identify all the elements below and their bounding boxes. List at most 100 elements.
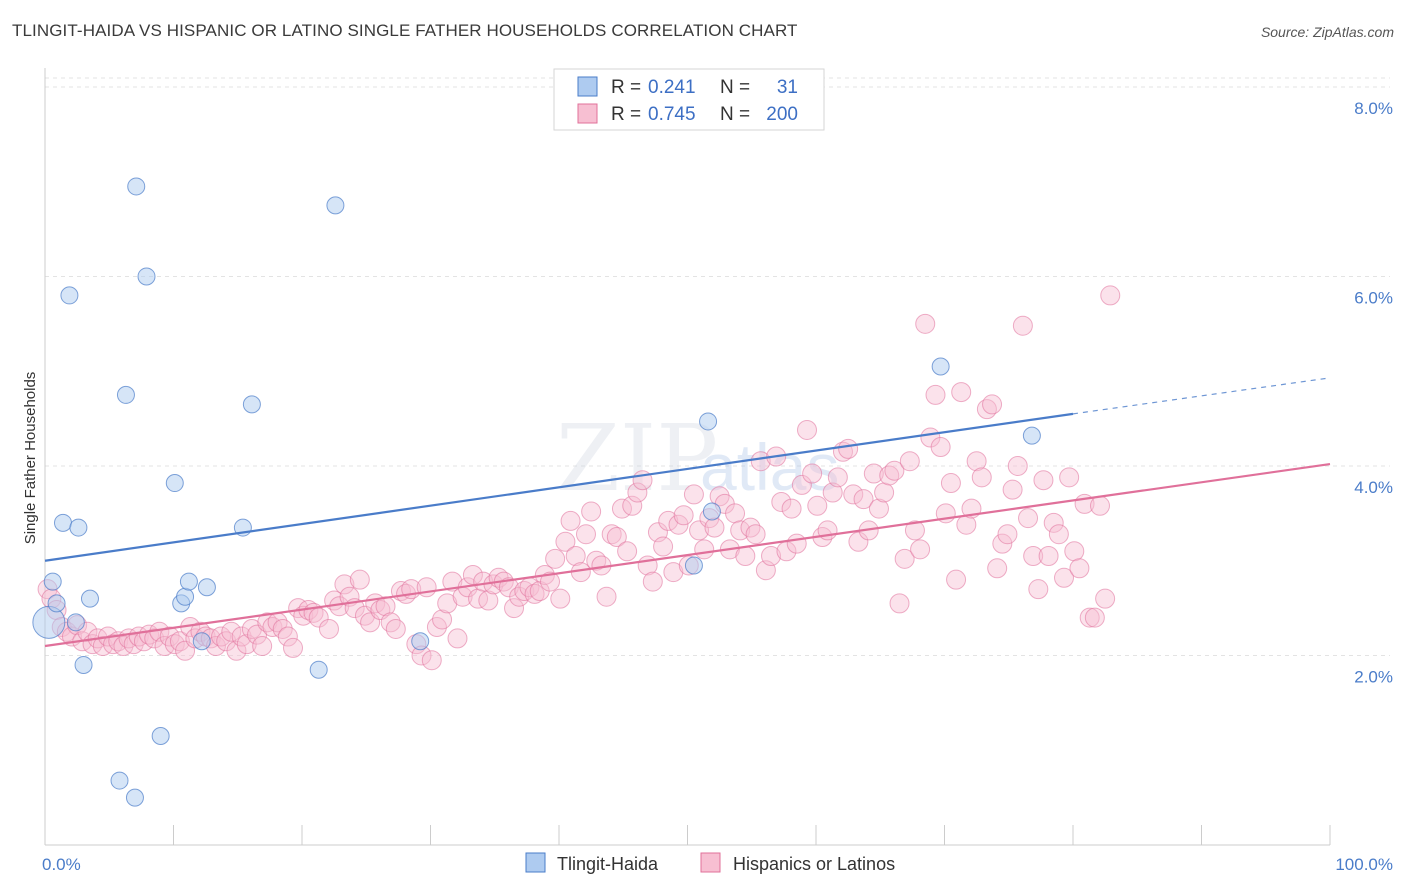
hispanics-point	[884, 460, 905, 481]
hispanics-point	[889, 593, 910, 614]
tlingit-point	[699, 412, 718, 431]
hispanics-point	[982, 394, 1003, 415]
tlingit-point	[684, 556, 703, 575]
hispanics-point	[555, 531, 576, 552]
hispanics-point	[447, 628, 468, 649]
axes	[44, 68, 1331, 846]
hispanics-point	[843, 484, 864, 505]
hispanics-point	[380, 612, 401, 633]
hispanics-point	[848, 531, 869, 552]
x-tick-label-min: 0.0%	[42, 855, 81, 874]
tlingit-point	[137, 267, 156, 286]
legend: R = 0.241 N = 31 R = 0.745 N = 200	[553, 68, 825, 131]
hispanics-point	[915, 313, 936, 334]
trend-line-tlingit-extension	[1072, 377, 1331, 415]
hispanics-point	[786, 533, 807, 554]
legend-n-label-pink: N =	[720, 104, 750, 125]
y-tick-label: 2.0%	[1354, 667, 1393, 686]
hispanics-point	[653, 536, 674, 557]
tlingit-point	[411, 632, 430, 651]
tlingit-point	[309, 660, 328, 679]
tlingit-point	[80, 589, 99, 608]
hispanics-point	[761, 545, 782, 566]
chart-title: TLINGIT-HAIDA VS HISPANIC OR LATINO SING…	[12, 21, 798, 40]
hispanics-point	[349, 569, 370, 590]
bottom-legend-swatch-pink	[700, 852, 721, 873]
source-note: Source: ZipAtlas.com	[1260, 24, 1394, 40]
hispanics-point	[432, 609, 453, 630]
tlingit-point	[1022, 426, 1041, 445]
tlingit-point	[242, 395, 261, 414]
tlingit-point	[931, 357, 950, 376]
hispanics-point	[694, 539, 715, 560]
tlingit-point	[47, 594, 66, 613]
legend-n-value-pink: 200	[766, 104, 798, 125]
tlingit-point	[176, 587, 195, 606]
hispanics-point	[1089, 495, 1110, 516]
legend-n-value-blue: 31	[777, 77, 798, 98]
trend-lines	[44, 377, 1331, 648]
hispanics-point	[750, 451, 771, 472]
hispanics-point	[617, 541, 638, 562]
hispanics-point	[874, 482, 895, 503]
hispanics-point	[1095, 588, 1116, 609]
hispanics-point	[252, 636, 273, 657]
hispanics-point	[560, 510, 581, 531]
tlingit-point	[53, 513, 72, 532]
y-tick-labels: 2.0% 4.0% 6.0% 8.0%	[1354, 99, 1393, 687]
tlingit-point	[74, 655, 93, 674]
hispanics-point	[894, 548, 915, 569]
bottom-legend-label-pink: Hispanics or Latinos	[733, 854, 895, 874]
bottom-legend: Tlingit-Haida Hispanics or Latinos	[525, 852, 895, 874]
hispanics-point	[940, 473, 961, 494]
hispanics-point	[627, 482, 648, 503]
legend-r-value-blue: 0.241	[648, 77, 696, 98]
hispanics-point	[103, 634, 124, 655]
hispanics-point	[334, 574, 355, 595]
hispanics-point	[540, 571, 561, 592]
legend-swatch-blue	[577, 76, 598, 97]
hispanics-point	[1038, 545, 1059, 566]
hispanics-point	[1064, 541, 1085, 562]
y-axis-label: Single Father Households	[22, 372, 39, 545]
tlingit-point	[125, 788, 144, 807]
hispanics-point	[1033, 470, 1054, 491]
hispanics-point	[622, 495, 643, 516]
hispanics-point	[1054, 567, 1075, 588]
watermark-atlas: atlas	[700, 430, 839, 504]
hispanics-point	[385, 618, 406, 639]
hispanics-point	[925, 384, 946, 405]
hispanics-point	[221, 621, 242, 642]
trend-line-hispanics	[44, 462, 1331, 648]
hispanics-point	[791, 474, 812, 495]
hispanics-point	[930, 437, 951, 458]
series-tlingit-points	[32, 177, 1041, 807]
hispanics-point	[899, 451, 920, 472]
hispanics-point	[745, 524, 766, 545]
hispanics-point	[704, 517, 725, 538]
legend-r-value-pink: 0.745	[648, 104, 696, 125]
hispanics-point	[822, 482, 843, 503]
hispanics-point	[997, 524, 1018, 545]
hispanics-point	[144, 628, 165, 649]
hispanics-point	[596, 586, 617, 607]
watermark-zip: ZIP	[556, 405, 718, 512]
hispanics-point	[663, 562, 684, 583]
tlingit-point	[192, 632, 211, 651]
hispanics-point	[673, 505, 694, 526]
hispanics-point	[154, 636, 175, 657]
hispanics-point	[169, 631, 190, 652]
hispanics-point	[606, 527, 627, 548]
hispanics-point	[904, 520, 925, 541]
hispanics-point	[735, 545, 756, 566]
hispanics-point	[987, 558, 1008, 579]
hispanics-point	[946, 569, 967, 590]
hispanics-point	[863, 463, 884, 484]
hispanics-point	[910, 539, 931, 560]
hispanics-point	[658, 510, 679, 531]
trend-line-tlingit	[44, 412, 1074, 562]
watermark: ZIP atlas	[556, 405, 839, 512]
hispanics-point	[853, 489, 874, 510]
legend-box	[553, 68, 825, 131]
hispanics-point	[565, 545, 586, 566]
